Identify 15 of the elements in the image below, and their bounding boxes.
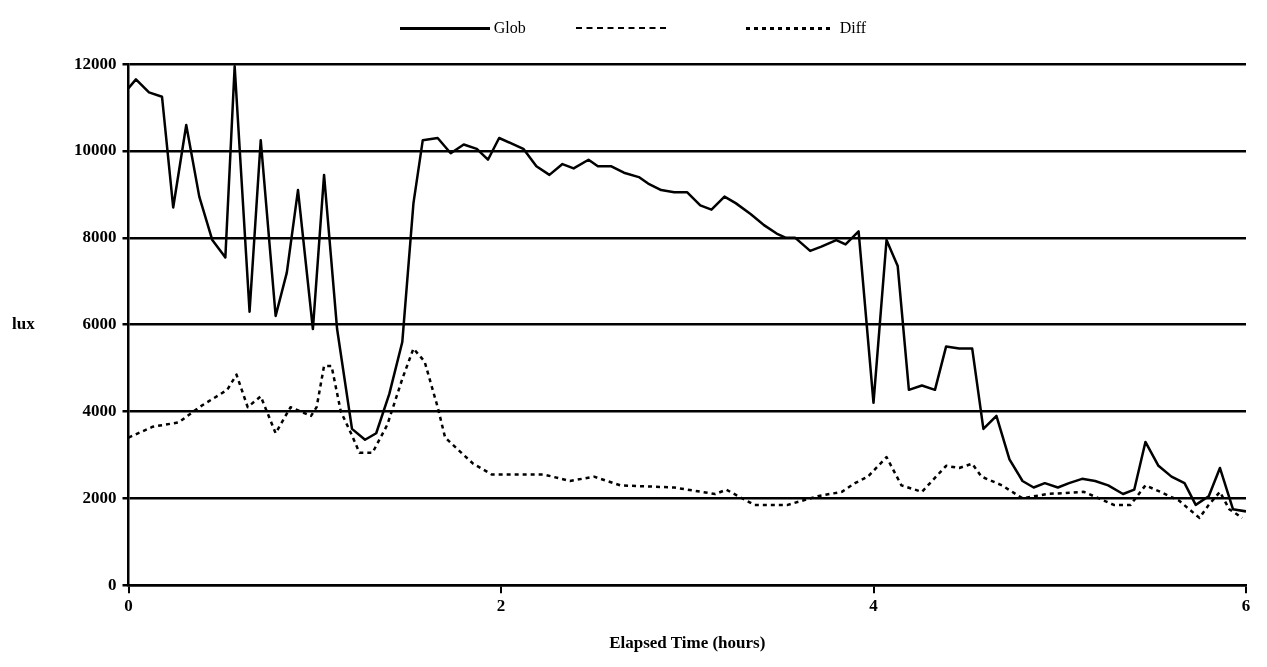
x-axis-title: Elapsed Time (hours) [609, 633, 766, 653]
x-tick-label: 4 [869, 595, 879, 615]
y-tick-label: 10000 [74, 140, 117, 160]
y-tick-label: 6000 [82, 314, 117, 334]
y-tick-label: 12000 [74, 53, 117, 73]
y-axis-title: lux [12, 314, 36, 334]
y-tick-label: 4000 [82, 400, 117, 420]
x-tick-label: 6 [1241, 595, 1251, 615]
y-tick-label: 0 [108, 574, 117, 594]
legend-label: Glob [493, 19, 526, 37]
x-tick-label: 0 [124, 595, 133, 615]
y-tick-label: 8000 [82, 227, 117, 247]
x-tick-label: 2 [496, 595, 506, 615]
y-tick-label: 2000 [82, 487, 117, 507]
legend-label: Diff [839, 19, 867, 37]
